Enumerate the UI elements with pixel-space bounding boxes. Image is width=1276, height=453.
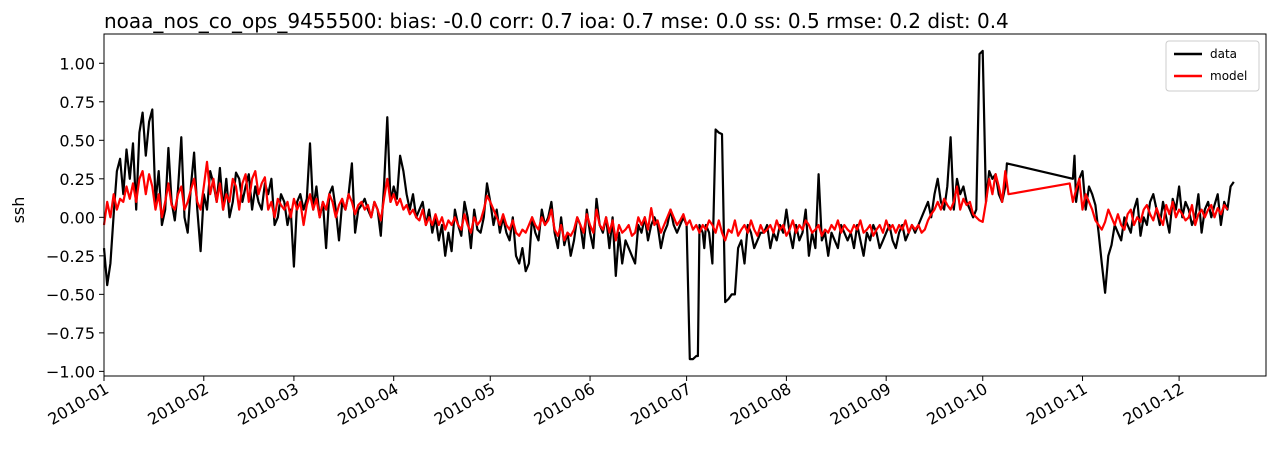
legend-label-data: data <box>1210 47 1237 61</box>
plot-frame <box>103 33 1267 377</box>
legend-label-model: model <box>1210 69 1247 83</box>
y-tick-label: 1.00 <box>59 54 95 73</box>
y-tick-label: −0.25 <box>46 247 95 266</box>
y-tick-label: −1.00 <box>46 362 95 381</box>
y-tick-label: 0.00 <box>59 208 95 227</box>
y-tick-label: −0.75 <box>46 324 95 343</box>
y-axis: 1.00 0.75 0.50 0.25 0.00 −0.25 −0.50 −0.75 −1.00 <box>46 54 104 381</box>
y-tick-label: 0.50 <box>59 131 95 150</box>
legend: data model <box>1165 40 1260 92</box>
y-tick-label: 0.75 <box>59 93 95 112</box>
series-line-model <box>102 160 1229 242</box>
chart-title: noaa_nos_co_ops_9455500: bias: -0.0 corr… <box>104 9 1009 33</box>
y-axis-label: ssh <box>9 197 28 224</box>
y-tick-label: −0.50 <box>46 285 95 304</box>
plot-lines <box>102 49 1235 361</box>
y-tick-label: 0.25 <box>59 170 95 189</box>
